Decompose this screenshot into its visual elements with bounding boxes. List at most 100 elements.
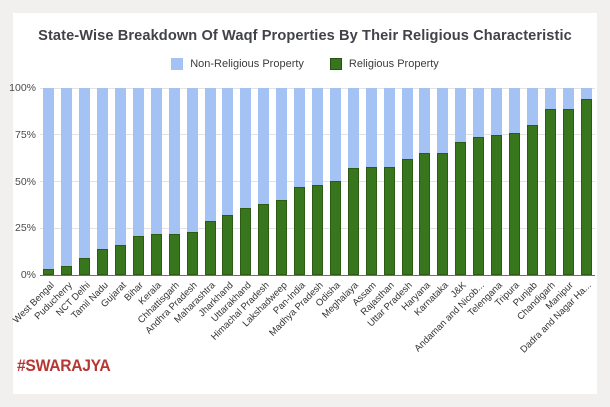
bar-karnataka[interactable] <box>437 88 449 275</box>
segment-religious[interactable] <box>186 232 198 275</box>
y-tick-0%: 0% <box>20 269 36 281</box>
segment-non-religious[interactable] <box>365 88 377 167</box>
bar-j-k[interactable] <box>455 88 467 275</box>
segment-religious[interactable] <box>365 167 377 275</box>
segment-religious[interactable] <box>97 249 109 275</box>
segment-non-religious[interactable] <box>544 88 556 109</box>
chart-title: State-Wise Breakdown Of Waqf Properties … <box>38 28 572 44</box>
segment-religious[interactable] <box>347 168 359 275</box>
segment-religious[interactable] <box>526 125 538 275</box>
segment-religious[interactable] <box>329 181 341 275</box>
segment-religious[interactable] <box>383 167 395 275</box>
segment-non-religious[interactable] <box>168 88 180 234</box>
segment-non-religious[interactable] <box>150 88 162 234</box>
segment-religious[interactable] <box>437 153 449 275</box>
segment-religious[interactable] <box>204 221 216 275</box>
segment-non-religious[interactable] <box>204 88 216 221</box>
segment-non-religious[interactable] <box>329 88 341 181</box>
segment-non-religious[interactable] <box>258 88 270 204</box>
bar-madhya-pradesh[interactable] <box>312 88 323 275</box>
plot-area <box>40 87 595 276</box>
segment-religious[interactable] <box>168 234 180 275</box>
segment-non-religious[interactable] <box>222 88 234 215</box>
segment-non-religious[interactable] <box>294 88 306 187</box>
segment-non-religious[interactable] <box>97 88 109 249</box>
segment-religious[interactable] <box>401 159 413 275</box>
segment-religious[interactable] <box>508 133 520 275</box>
segment-non-religious[interactable] <box>312 88 323 185</box>
segment-non-religious[interactable] <box>115 88 127 245</box>
segment-non-religious[interactable] <box>419 88 431 153</box>
segment-religious[interactable] <box>43 269 55 275</box>
bar-bihar[interactable] <box>132 88 144 275</box>
segment-religious[interactable] <box>580 99 592 275</box>
bar-west-bengal[interactable] <box>43 88 55 275</box>
segment-non-religious[interactable] <box>240 88 252 208</box>
segment-religious[interactable] <box>473 137 485 275</box>
segment-religious[interactable] <box>455 142 467 275</box>
segment-religious[interactable] <box>222 215 234 275</box>
bar-telengana[interactable] <box>491 88 503 275</box>
segment-non-religious[interactable] <box>43 88 55 269</box>
segment-religious[interactable] <box>544 109 556 275</box>
segment-religious[interactable] <box>491 135 503 275</box>
bar-odisha[interactable] <box>329 88 341 275</box>
segment-non-religious[interactable] <box>526 88 538 125</box>
bar-assam[interactable] <box>365 88 377 275</box>
segment-non-religious[interactable] <box>276 88 288 200</box>
bar-lakshadweep[interactable] <box>276 88 288 275</box>
bar-meghalaya[interactable] <box>347 88 359 275</box>
segment-non-religious[interactable] <box>186 88 198 232</box>
segment-religious[interactable] <box>258 204 270 275</box>
segment-religious[interactable] <box>276 200 288 275</box>
chart-legend: Non-Religious Property Religious Propert… <box>0 58 610 70</box>
segment-religious[interactable] <box>240 208 252 275</box>
segment-religious[interactable] <box>562 109 574 275</box>
segment-religious[interactable] <box>115 245 127 275</box>
bar-manipur[interactable] <box>562 88 574 275</box>
segment-non-religious[interactable] <box>491 88 503 135</box>
segment-non-religious[interactable] <box>562 88 574 109</box>
bar-chhattisgarh[interactable] <box>168 88 180 275</box>
segment-religious[interactable] <box>150 234 162 275</box>
bar-andaman-and-nicob-[interactable] <box>473 88 485 275</box>
bar-rajasthan[interactable] <box>383 88 395 275</box>
segment-religious[interactable] <box>294 187 306 275</box>
bar-nct-delhi[interactable] <box>79 88 91 275</box>
legend-swatch-religious-icon <box>329 58 342 70</box>
bar-chandigarh[interactable] <box>544 88 556 275</box>
bar-pan-india[interactable] <box>294 88 306 275</box>
segment-religious[interactable] <box>419 153 431 275</box>
segment-non-religious[interactable] <box>347 88 359 168</box>
bar-andhra-pradesh[interactable] <box>186 88 198 275</box>
segment-religious[interactable] <box>312 185 323 275</box>
bar-tamil-nadu[interactable] <box>97 88 109 275</box>
segment-religious[interactable] <box>79 258 91 275</box>
segment-non-religious[interactable] <box>437 88 449 153</box>
bar-uttarakhand[interactable] <box>240 88 252 275</box>
segment-non-religious[interactable] <box>132 88 144 236</box>
bar-haryana[interactable] <box>419 88 431 275</box>
segment-non-religious[interactable] <box>580 88 592 99</box>
segment-non-religious[interactable] <box>455 88 467 142</box>
segment-non-religious[interactable] <box>401 88 413 159</box>
segment-non-religious[interactable] <box>79 88 91 258</box>
bar-puducherry[interactable] <box>61 88 73 275</box>
segment-non-religious[interactable] <box>61 88 73 266</box>
bar-kerala[interactable] <box>150 88 162 275</box>
bar-maharashtra[interactable] <box>204 88 216 275</box>
bar-himachal-pradesh[interactable] <box>258 88 270 275</box>
segment-religious[interactable] <box>132 236 144 275</box>
segment-non-religious[interactable] <box>508 88 520 133</box>
bar-dadra-and-nagar-ha-[interactable] <box>580 88 592 275</box>
bar-punjab[interactable] <box>526 88 538 275</box>
bar-uttar-pradesh[interactable] <box>401 88 413 275</box>
segment-religious[interactable] <box>61 266 73 275</box>
bar-tripura[interactable] <box>508 88 520 275</box>
segment-non-religious[interactable] <box>383 88 395 167</box>
segment-non-religious[interactable] <box>473 88 485 137</box>
y-tick-75%: 75% <box>14 128 36 141</box>
bar-jharkhand[interactable] <box>222 88 234 275</box>
bar-gujarat[interactable] <box>115 88 127 275</box>
